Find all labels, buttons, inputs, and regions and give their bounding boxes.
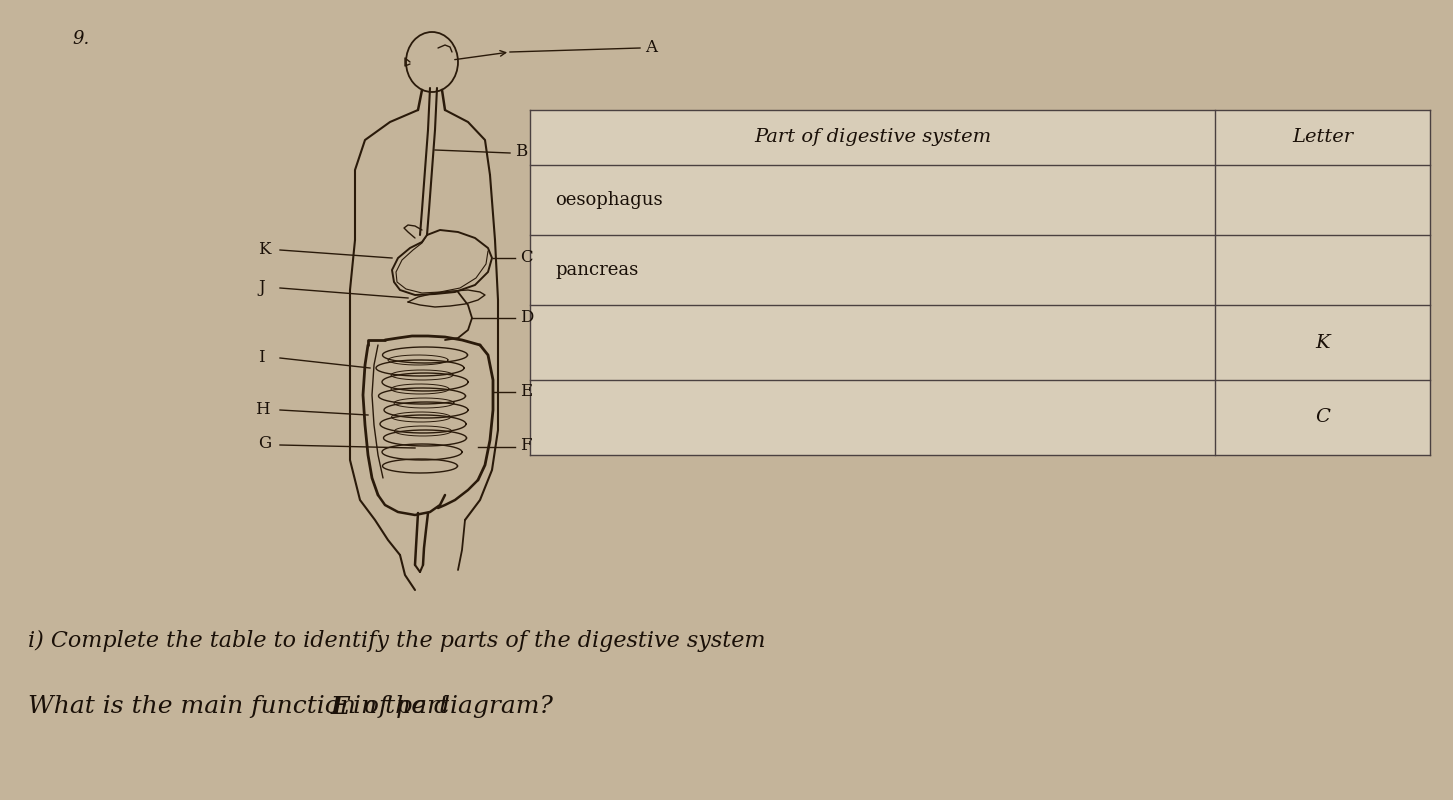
Text: 9.: 9.	[73, 30, 89, 48]
Text: Part of digestive system: Part of digestive system	[754, 129, 991, 146]
Text: A: A	[645, 38, 657, 55]
Text: pancreas: pancreas	[555, 261, 638, 279]
Bar	[530, 110, 1430, 455]
Text: B: B	[514, 143, 527, 161]
Text: What is the main function of part: What is the main function of part	[28, 695, 458, 718]
Text: K: K	[1315, 334, 1329, 351]
Text: E: E	[520, 382, 532, 399]
Text: oesophagus: oesophagus	[555, 191, 663, 209]
Text: J: J	[259, 278, 264, 295]
Text: C: C	[1315, 409, 1329, 426]
Text: C: C	[520, 249, 533, 266]
Text: I: I	[259, 349, 264, 366]
Text: in the diagram?: in the diagram?	[344, 695, 552, 718]
Text: H: H	[254, 401, 270, 418]
Text: G: G	[259, 435, 272, 453]
Text: E: E	[331, 695, 350, 719]
Text: i) Complete the table to identify the parts of the digestive system: i) Complete the table to identify the pa…	[28, 630, 766, 652]
Text: K: K	[259, 241, 270, 258]
Text: D: D	[520, 309, 533, 326]
Text: F: F	[520, 438, 532, 454]
Text: Letter: Letter	[1292, 129, 1353, 146]
